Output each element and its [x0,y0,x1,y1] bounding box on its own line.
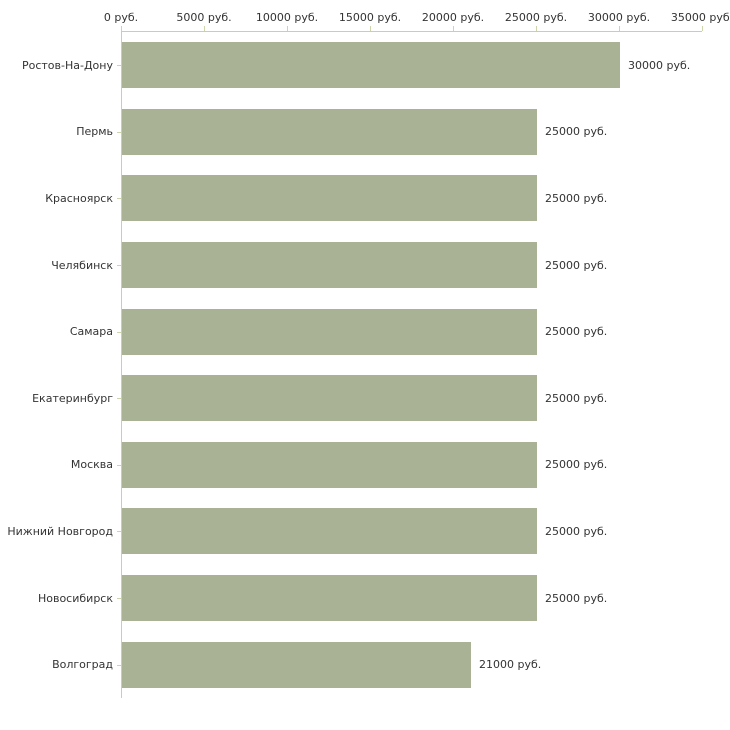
x-tick-label: 20000 руб. [421,11,485,24]
category-label: Пермь [76,125,113,139]
bar-row: Пермь 25000 руб. [0,99,730,166]
y-tick-mark [117,265,121,267]
value-label: 25000 руб. [545,191,608,205]
x-tick-label: 0 руб. [103,11,139,24]
y-tick-mark [117,531,121,533]
bar-row: Самара 25000 руб. [0,298,730,365]
value-label: 25000 руб. [545,325,608,339]
x-tick-mark [536,26,537,31]
x-tick-label: 35000 руб. [670,11,730,24]
plot-area [121,31,702,698]
x-tick-label: 15000 руб. [338,11,402,24]
value-label: 21000 руб. [479,658,542,672]
bar [122,575,537,622]
bar-rows: Ростов-На-Дону 30000 руб. Пермь 25000 ру… [0,32,730,698]
y-tick-mark [117,331,121,333]
category-label: Нижний Новгород [7,524,113,538]
x-tick-mark [204,26,205,31]
bar [122,42,620,89]
category-label: Новосибирск [37,591,113,605]
category-label: Красноярск [45,191,113,205]
bar [122,375,537,422]
bar-row: Красноярск 25000 руб. [0,165,730,232]
value-label: 25000 руб. [545,458,608,472]
bar [122,108,537,155]
x-tick-mark [287,26,288,31]
value-label: 25000 руб. [545,524,608,538]
x-tick-mark [453,26,454,31]
x-tick-mark [370,26,371,31]
y-tick-mark [117,398,121,400]
category-label: Екатеринбург [32,391,113,405]
y-tick-mark [117,464,121,466]
bar-row: Волгоград 21000 руб. [0,631,730,698]
bar-row: Нижний Новгород 25000 руб. [0,498,730,565]
x-tick-label: 5000 руб. [176,11,232,24]
x-tick-label: 30000 руб. [587,11,651,24]
value-label: 25000 руб. [545,391,608,405]
x-tick-mark [702,26,703,31]
bar-row: Ростов-На-Дону 30000 руб. [0,32,730,99]
value-label: 25000 руб. [545,591,608,605]
y-tick-mark [117,598,121,600]
category-label: Самара [69,325,113,339]
x-tick-mark [121,26,122,31]
y-tick-mark [117,664,121,666]
value-label: 30000 руб. [628,58,691,72]
bar [122,508,537,555]
category-label: Челябинск [51,258,113,272]
y-tick-mark [117,198,121,200]
y-tick-mark [117,65,121,67]
value-label: 25000 руб. [545,258,608,272]
bar-row: Екатеринбург 25000 руб. [0,365,730,432]
bar-row: Новосибирск 25000 руб. [0,565,730,632]
bar [122,175,537,222]
bar [122,242,537,289]
bar [122,308,537,355]
x-tick-label: 10000 руб. [255,11,319,24]
bar [122,641,471,688]
x-tick-label: 25000 руб. [504,11,568,24]
bar-row: Челябинск 25000 руб. [0,232,730,299]
category-label: Волгоград [52,658,113,672]
category-label: Ростов-На-Дону [21,58,113,72]
value-label: 25000 руб. [545,125,608,139]
bar [122,441,537,488]
category-label: Москва [70,458,113,472]
x-tick-mark [619,26,620,31]
bar-row: Москва 25000 руб. [0,432,730,499]
y-tick-mark [117,131,121,133]
